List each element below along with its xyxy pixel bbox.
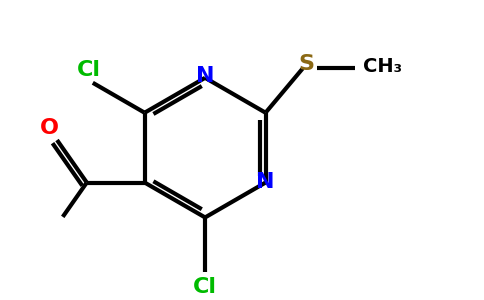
Text: N: N — [196, 66, 214, 86]
Text: N: N — [257, 172, 275, 191]
Text: O: O — [40, 118, 59, 138]
Text: Cl: Cl — [77, 60, 101, 80]
Text: S: S — [299, 54, 315, 74]
Text: CH₃: CH₃ — [363, 57, 402, 76]
Text: Cl: Cl — [193, 277, 217, 297]
